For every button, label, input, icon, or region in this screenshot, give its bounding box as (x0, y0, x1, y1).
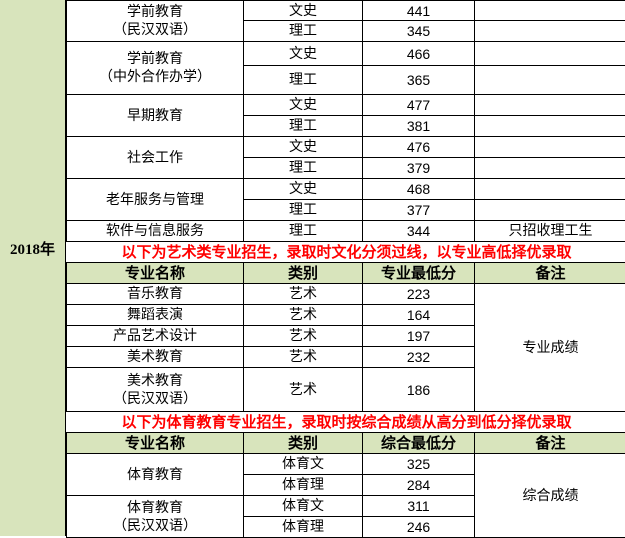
column-header: 专业名称 (67, 433, 244, 454)
year-label: 2018年 (0, 238, 65, 259)
major-name: 美术教育 (67, 347, 244, 368)
category: 艺术 (244, 347, 363, 368)
category: 理工 (244, 158, 363, 179)
min-score: 246 (363, 517, 475, 538)
year-column (0, 0, 66, 536)
category: 艺术 (244, 368, 363, 412)
table-row: 以下为艺术类专业招生，录取时文化分须过线，以专业高低择优录取 (67, 242, 625, 263)
category: 艺术 (244, 305, 363, 326)
column-header: 综合最低分 (363, 433, 475, 454)
column-header: 备注 (475, 433, 625, 454)
min-score: 311 (363, 496, 475, 517)
note (475, 21, 625, 42)
min-score: 345 (363, 21, 475, 42)
min-score: 466 (363, 42, 475, 66)
major-name: 老年服务与管理 (67, 179, 244, 221)
category: 理工 (244, 21, 363, 42)
section-banner: 以下为体育教育专业招生，录取时按综合成绩从高分到低分择优录取 (67, 412, 625, 433)
column-header: 专业名称 (67, 263, 244, 284)
note (475, 116, 625, 137)
min-score: 197 (363, 326, 475, 347)
min-score: 223 (363, 284, 475, 305)
note: 综合成绩 (475, 454, 625, 538)
major-name: 产品艺术设计 (67, 326, 244, 347)
min-score: 365 (363, 66, 475, 95)
category: 文史 (244, 42, 363, 66)
major-name: 音乐教育 (67, 284, 244, 305)
note: 只招收理工生 (475, 221, 625, 242)
min-score: 186 (363, 368, 475, 412)
category: 体育理 (244, 517, 363, 538)
major-name: 学前教育 （民汉双语） (67, 1, 244, 42)
note (475, 158, 625, 179)
min-score: 441 (363, 1, 475, 21)
note (475, 1, 625, 21)
major-name: 软件与信息服务 (67, 221, 244, 242)
major-name: 体育教育 （民汉双语） (67, 496, 244, 538)
note (475, 200, 625, 221)
category: 文史 (244, 179, 363, 200)
min-score: 325 (363, 454, 475, 475)
category: 理工 (244, 200, 363, 221)
note (475, 179, 625, 200)
major-name: 早期教育 (67, 95, 244, 137)
note: 专业成绩 (475, 284, 625, 412)
min-score: 477 (363, 95, 475, 116)
category: 体育文 (244, 496, 363, 517)
min-score: 232 (363, 347, 475, 368)
major-name: 美术教育 （民汉双语） (67, 368, 244, 412)
min-score: 379 (363, 158, 475, 179)
category: 文史 (244, 95, 363, 116)
category: 理工 (244, 221, 363, 242)
category: 理工 (244, 116, 363, 137)
note (475, 95, 625, 116)
major-name: 体育教育 (67, 454, 244, 496)
category: 体育文 (244, 454, 363, 475)
column-header: 类别 (244, 263, 363, 284)
category: 艺术 (244, 284, 363, 305)
min-score: 377 (363, 200, 475, 221)
min-score: 164 (363, 305, 475, 326)
major-name: 社会工作 (67, 137, 244, 179)
table-row: 专业名称类别专业最低分备注 (67, 263, 625, 284)
min-score: 381 (363, 116, 475, 137)
min-score: 468 (363, 179, 475, 200)
table-row: 以下为体育教育专业招生，录取时按综合成绩从高分到低分择优录取 (67, 412, 625, 433)
table-row: 专业名称类别综合最低分备注 (67, 433, 625, 454)
min-score: 476 (363, 137, 475, 158)
column-header: 备注 (475, 263, 625, 284)
min-score: 284 (363, 475, 475, 496)
note (475, 137, 625, 158)
category: 文史 (244, 1, 363, 21)
category: 体育理 (244, 475, 363, 496)
note (475, 42, 625, 66)
column-header: 专业最低分 (363, 263, 475, 284)
category: 理工 (244, 66, 363, 95)
major-name: 舞蹈表演 (67, 305, 244, 326)
note (475, 66, 625, 95)
min-score: 344 (363, 221, 475, 242)
column-header: 类别 (244, 433, 363, 454)
category: 文史 (244, 137, 363, 158)
category: 艺术 (244, 326, 363, 347)
major-name: 学前教育 （中外合作办学） (67, 42, 244, 95)
section-banner: 以下为艺术类专业招生，录取时文化分须过线，以专业高低择优录取 (67, 242, 625, 263)
